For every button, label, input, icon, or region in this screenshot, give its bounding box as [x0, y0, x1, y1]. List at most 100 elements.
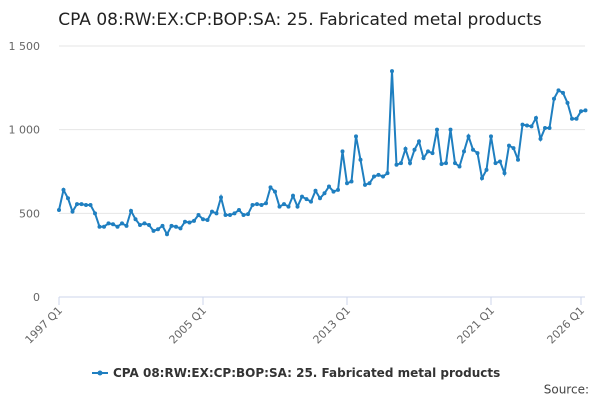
data-point — [228, 213, 232, 218]
data-point — [205, 218, 210, 223]
data-point — [579, 109, 583, 114]
data-point — [426, 149, 430, 154]
data-point — [520, 122, 525, 127]
data-point — [282, 202, 286, 207]
data-point — [507, 143, 511, 148]
data-point — [471, 147, 475, 152]
data-point — [196, 213, 201, 218]
data-point — [160, 223, 165, 228]
data-point — [255, 202, 259, 207]
data-point — [241, 213, 246, 218]
data-point — [291, 193, 295, 198]
data-point — [156, 227, 160, 232]
data-point — [88, 202, 93, 207]
data-point — [124, 223, 129, 228]
data-point — [448, 127, 453, 132]
x-tick-label: 2013 Q1 — [311, 304, 354, 347]
data-point — [489, 134, 493, 139]
y-tick-label: 0 — [33, 291, 40, 304]
data-point — [192, 218, 196, 223]
data-point — [75, 202, 79, 207]
data-point — [147, 223, 151, 228]
data-point — [408, 161, 412, 166]
data-point — [201, 217, 205, 222]
data-point — [295, 204, 300, 209]
data-point — [349, 179, 354, 184]
data-point — [412, 147, 417, 152]
data-point — [511, 146, 516, 151]
data-point — [363, 182, 367, 187]
data-point — [327, 184, 331, 189]
data-point — [304, 197, 309, 202]
data-point — [565, 100, 570, 105]
data-point — [493, 161, 498, 166]
data-point — [318, 196, 322, 201]
data-point — [475, 151, 480, 156]
data-point — [484, 167, 489, 172]
data-point — [70, 209, 75, 214]
data-point — [223, 213, 228, 218]
data-point — [516, 157, 520, 162]
data-point — [178, 226, 183, 231]
source: Source: — [544, 383, 589, 397]
data-point — [462, 149, 466, 154]
data-point — [421, 156, 426, 161]
data-point — [354, 134, 358, 139]
data-point — [142, 221, 147, 226]
data-point — [246, 212, 250, 217]
data-point — [498, 159, 502, 164]
data-point — [336, 187, 340, 192]
data-point — [538, 136, 543, 141]
data-point — [417, 139, 421, 144]
data-point — [525, 123, 529, 128]
data-point — [111, 222, 115, 227]
data-point — [214, 211, 219, 216]
data-point — [237, 207, 241, 212]
data-point — [367, 181, 372, 186]
data-point — [57, 207, 61, 212]
legend-marker — [97, 370, 103, 376]
data-point — [165, 232, 169, 237]
data-point — [250, 202, 255, 207]
data-point — [120, 221, 124, 226]
data-point — [169, 223, 174, 228]
data-point — [372, 174, 376, 179]
data-point — [93, 211, 97, 216]
data-point — [385, 171, 390, 176]
data-point — [210, 209, 214, 214]
data-point — [430, 151, 435, 156]
data-point — [66, 196, 70, 201]
data-point — [552, 96, 556, 101]
data-point — [561, 90, 565, 95]
data-point — [534, 115, 538, 120]
data-point — [381, 174, 385, 179]
data-point — [106, 221, 111, 226]
x-tick-label: 1997 Q1 — [23, 304, 66, 347]
data-point — [340, 149, 345, 154]
data-point — [480, 176, 484, 181]
chart-title: CPA 08:RW:EX:CP:BOP:SA: 25. Fabricated m… — [58, 10, 542, 30]
y-tick-label: 500 — [19, 207, 40, 220]
data-point — [322, 191, 327, 196]
data-point — [399, 161, 403, 166]
data-point — [502, 171, 507, 176]
x-tick-label: 2021 Q1 — [455, 304, 498, 347]
data-point — [232, 211, 237, 216]
data-point — [376, 172, 381, 177]
data-point — [435, 127, 439, 132]
data-point — [300, 194, 304, 199]
data-point — [115, 224, 120, 229]
data-point — [277, 204, 282, 209]
data-point — [183, 219, 187, 224]
data-point — [61, 187, 66, 192]
x-tick-label: 2005 Q1 — [167, 304, 210, 347]
data-point — [138, 223, 142, 228]
data-point — [273, 189, 277, 194]
data-point — [547, 125, 552, 130]
data-point — [466, 134, 471, 139]
data-point — [543, 125, 547, 130]
data-point — [174, 224, 178, 229]
data-point — [529, 124, 534, 129]
